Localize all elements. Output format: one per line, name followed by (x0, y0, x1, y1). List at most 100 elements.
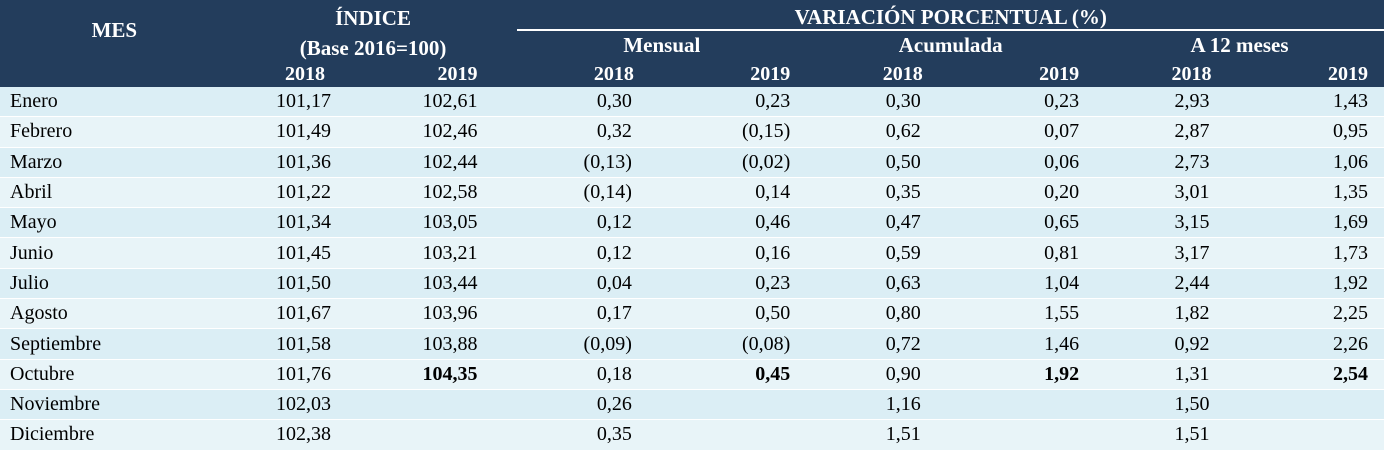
value-cell: 0,59 (806, 238, 950, 268)
year-header: 2018 (806, 60, 950, 87)
month-cell: Noviembre (0, 389, 229, 419)
value-cell: 2,26 (1240, 329, 1384, 359)
value-cell: 1,92 (1240, 268, 1384, 298)
value-cell: 102,03 (229, 389, 373, 419)
year-header: 2019 (662, 60, 806, 87)
value-cell: 0,30 (517, 87, 661, 117)
month-cell: Septiembre (0, 329, 229, 359)
month-cell: Julio (0, 268, 229, 298)
value-cell: (0,08) (662, 329, 806, 359)
value-cell: 0,35 (517, 420, 661, 450)
value-cell (662, 389, 806, 419)
value-cell (1240, 389, 1384, 419)
value-cell: 103,05 (373, 208, 517, 238)
value-cell: 0,92 (1095, 329, 1239, 359)
month-cell: Mayo (0, 208, 229, 238)
value-cell: 0,90 (806, 359, 950, 389)
value-cell: 101,58 (229, 329, 373, 359)
variacion-title: VARIACIÓN PORCENTUAL (%) (517, 0, 1384, 30)
year-header: 2019 (373, 60, 517, 87)
value-cell: 101,36 (229, 147, 373, 177)
value-cell: 2,54 (1240, 359, 1384, 389)
value-cell: 2,73 (1095, 147, 1239, 177)
value-cell: 0,12 (517, 208, 661, 238)
month-cell: Enero (0, 87, 229, 117)
value-cell: 0,16 (662, 238, 806, 268)
month-cell: Octubre (0, 359, 229, 389)
value-cell: 0,32 (517, 117, 661, 147)
value-cell: 3,15 (1095, 208, 1239, 238)
value-cell: 1,82 (1095, 299, 1239, 329)
value-cell (951, 420, 1095, 450)
value-cell: 0,06 (951, 147, 1095, 177)
value-cell (373, 389, 517, 419)
value-cell: 3,01 (1095, 177, 1239, 207)
value-cell: (0,13) (517, 147, 661, 177)
value-cell: (0,14) (517, 177, 661, 207)
value-cell: 102,46 (373, 117, 517, 147)
value-cell: 0,35 (806, 177, 950, 207)
value-cell: 0,12 (517, 238, 661, 268)
value-cell: 0,17 (517, 299, 661, 329)
value-cell: 102,38 (229, 420, 373, 450)
value-cell: 0,72 (806, 329, 950, 359)
value-cell: 0,63 (806, 268, 950, 298)
value-cell: 101,45 (229, 238, 373, 268)
value-cell: 1,04 (951, 268, 1095, 298)
month-cell: Agosto (0, 299, 229, 329)
value-cell: 101,67 (229, 299, 373, 329)
value-cell: 0,50 (662, 299, 806, 329)
value-cell: 102,61 (373, 87, 517, 117)
value-cell (951, 389, 1095, 419)
value-cell (662, 420, 806, 450)
mensual-header: Mensual (517, 30, 806, 60)
value-cell: 1,50 (1095, 389, 1239, 419)
value-cell: 103,21 (373, 238, 517, 268)
value-cell: 0,46 (662, 208, 806, 238)
value-cell: 2,44 (1095, 268, 1239, 298)
value-cell: 103,88 (373, 329, 517, 359)
value-cell: 103,96 (373, 299, 517, 329)
value-cell: (0,02) (662, 147, 806, 177)
value-cell: 1,35 (1240, 177, 1384, 207)
value-cell: 0,45 (662, 359, 806, 389)
value-cell: 101,76 (229, 359, 373, 389)
value-cell: 0,23 (951, 87, 1095, 117)
value-cell (1240, 420, 1384, 450)
value-cell: 0,62 (806, 117, 950, 147)
value-cell: 1,55 (951, 299, 1095, 329)
year-header: 2018 (517, 60, 661, 87)
month-cell: Marzo (0, 147, 229, 177)
value-cell: 101,49 (229, 117, 373, 147)
value-cell: 1,31 (1095, 359, 1239, 389)
indice-subtitle: (Base 2016=100) (229, 30, 518, 60)
mes-year-spacer (0, 60, 229, 87)
value-cell: 101,34 (229, 208, 373, 238)
month-cell: Abril (0, 177, 229, 207)
value-cell: 0,23 (662, 87, 806, 117)
value-cell: 0,14 (662, 177, 806, 207)
value-cell: 101,22 (229, 177, 373, 207)
value-cell: 0,50 (806, 147, 950, 177)
value-cell: 1,69 (1240, 208, 1384, 238)
value-cell: 0,30 (806, 87, 950, 117)
value-cell: 0,80 (806, 299, 950, 329)
doce-meses-header: A 12 meses (1095, 30, 1384, 60)
value-cell: 0,65 (951, 208, 1095, 238)
year-header: 2018 (229, 60, 373, 87)
value-cell: 0,47 (806, 208, 950, 238)
value-cell: 101,17 (229, 87, 373, 117)
value-cell: 1,16 (806, 389, 950, 419)
value-cell: 1,46 (951, 329, 1095, 359)
value-cell: 0,04 (517, 268, 661, 298)
year-header: 2019 (951, 60, 1095, 87)
value-cell: 0,07 (951, 117, 1095, 147)
value-cell: 1,51 (806, 420, 950, 450)
indice-title: ÍNDICE (229, 0, 518, 30)
